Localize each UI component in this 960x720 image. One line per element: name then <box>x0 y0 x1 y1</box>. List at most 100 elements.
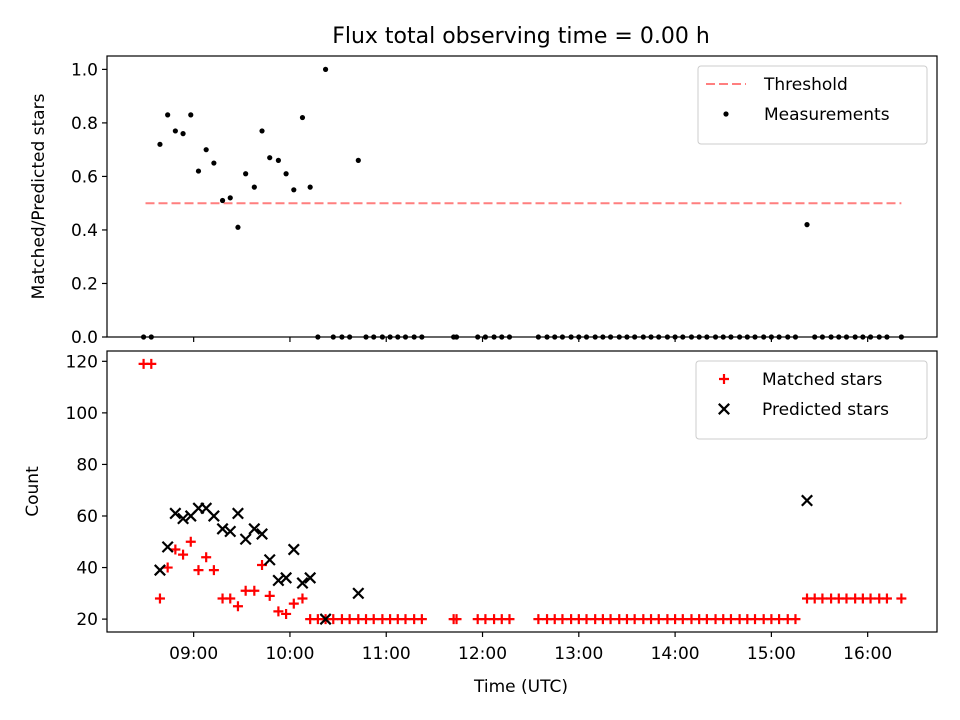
legend-marker <box>718 403 730 415</box>
y-tick-label: 0.6 <box>71 167 98 187</box>
data-point <box>259 128 265 134</box>
data-point <box>216 522 229 535</box>
data-point <box>725 614 736 625</box>
data-point <box>232 601 243 612</box>
data-point <box>352 587 365 600</box>
y-axis-label: Matched/Predicted stars <box>29 93 49 299</box>
data-point <box>172 128 178 134</box>
data-point <box>283 171 289 177</box>
data-point <box>774 614 785 625</box>
data-point <box>211 160 217 166</box>
y-tick-label: 60 <box>76 507 98 527</box>
y-tick-label: 1.0 <box>71 60 98 80</box>
data-point <box>240 585 251 596</box>
data-point <box>161 540 174 553</box>
y-tick-label: 80 <box>76 455 98 475</box>
data-point <box>368 614 379 625</box>
x-tick-label: 10:00 <box>265 644 314 664</box>
data-point <box>841 593 852 604</box>
data-point <box>231 507 244 520</box>
data-point <box>533 614 544 625</box>
legend: Matched stars Predicted stars <box>695 360 928 440</box>
data-point <box>801 494 813 507</box>
data-point <box>280 571 293 584</box>
data-point <box>319 613 332 626</box>
data-point <box>605 614 616 625</box>
data-point <box>629 614 640 625</box>
data-point <box>203 147 209 153</box>
data-point <box>157 141 163 147</box>
data-point <box>355 157 361 163</box>
data-point <box>146 358 157 369</box>
legend-label: Measurements <box>764 105 890 125</box>
data-point <box>653 614 664 625</box>
x-axis-label: Time (UTC) <box>473 677 568 697</box>
data-point <box>263 553 276 566</box>
data-point <box>896 593 907 604</box>
data-point <box>296 577 309 589</box>
data-point <box>817 593 828 604</box>
data-point <box>219 197 226 204</box>
data-point <box>297 593 308 604</box>
axes-frame <box>106 350 938 633</box>
data-point <box>170 544 181 555</box>
data-point <box>162 562 173 573</box>
data-point <box>273 606 284 617</box>
y-tick-label: 40 <box>76 559 98 579</box>
data-point <box>677 614 688 625</box>
data-point <box>177 512 190 525</box>
data-point <box>256 528 269 541</box>
data-point <box>275 157 281 163</box>
data-point <box>208 565 219 576</box>
data-point <box>400 614 411 625</box>
legend-box <box>697 65 928 145</box>
data-point <box>225 593 236 604</box>
legend-label: Predicted stars <box>762 400 889 420</box>
y-tick-label: 100 <box>66 404 98 424</box>
y-tick-label: 0.0 <box>71 328 98 348</box>
data-point <box>790 614 801 625</box>
count-panel: 20 40 60 80 100 120 09:00 10:00 11:00 12:00 13:00 1… <box>23 350 938 664</box>
legend-box <box>695 360 928 440</box>
data-point <box>235 224 241 230</box>
series-predicted-stars <box>153 494 813 626</box>
series-matched-stars <box>138 358 907 625</box>
data-point <box>451 614 462 625</box>
y-tick-label: 0.4 <box>71 221 98 241</box>
data-point <box>169 507 182 520</box>
data-point <box>207 510 220 522</box>
x-tick-label: 13:00 <box>554 644 603 664</box>
y-tick-label: 120 <box>66 352 98 372</box>
data-point <box>504 614 515 625</box>
x-tick-label: 15:00 <box>747 644 796 664</box>
ratio-panel: 0.0 0.2 0.4 0.6 0.8 1.0 Matched/Predicted star… <box>29 55 938 348</box>
data-point <box>264 590 275 601</box>
data-point <box>165 112 171 118</box>
data-point <box>557 614 568 625</box>
data-point <box>248 522 261 535</box>
legend-marker <box>719 374 729 384</box>
data-point <box>193 565 204 576</box>
data-point <box>804 222 810 228</box>
data-point <box>881 593 892 604</box>
data-point <box>178 549 189 560</box>
data-point <box>287 543 300 556</box>
data-point <box>701 614 712 625</box>
x-tick-label: 12:00 <box>458 644 507 664</box>
data-point <box>227 195 233 201</box>
x-tick-label: 16:00 <box>843 644 892 664</box>
data-point <box>281 608 292 619</box>
data-point <box>272 574 285 587</box>
legend-marker <box>723 111 729 117</box>
legend: Threshold Measurements <box>697 65 928 145</box>
data-point <box>416 614 427 625</box>
x-tick-label: 14:00 <box>651 644 700 664</box>
data-point <box>224 525 237 538</box>
data-point <box>195 168 202 174</box>
data-point <box>581 614 592 625</box>
data-point <box>267 155 273 161</box>
y-tick-label: 0.2 <box>71 274 98 294</box>
legend-label: Threshold <box>763 75 848 95</box>
x-tick-label: 11:00 <box>362 644 411 664</box>
